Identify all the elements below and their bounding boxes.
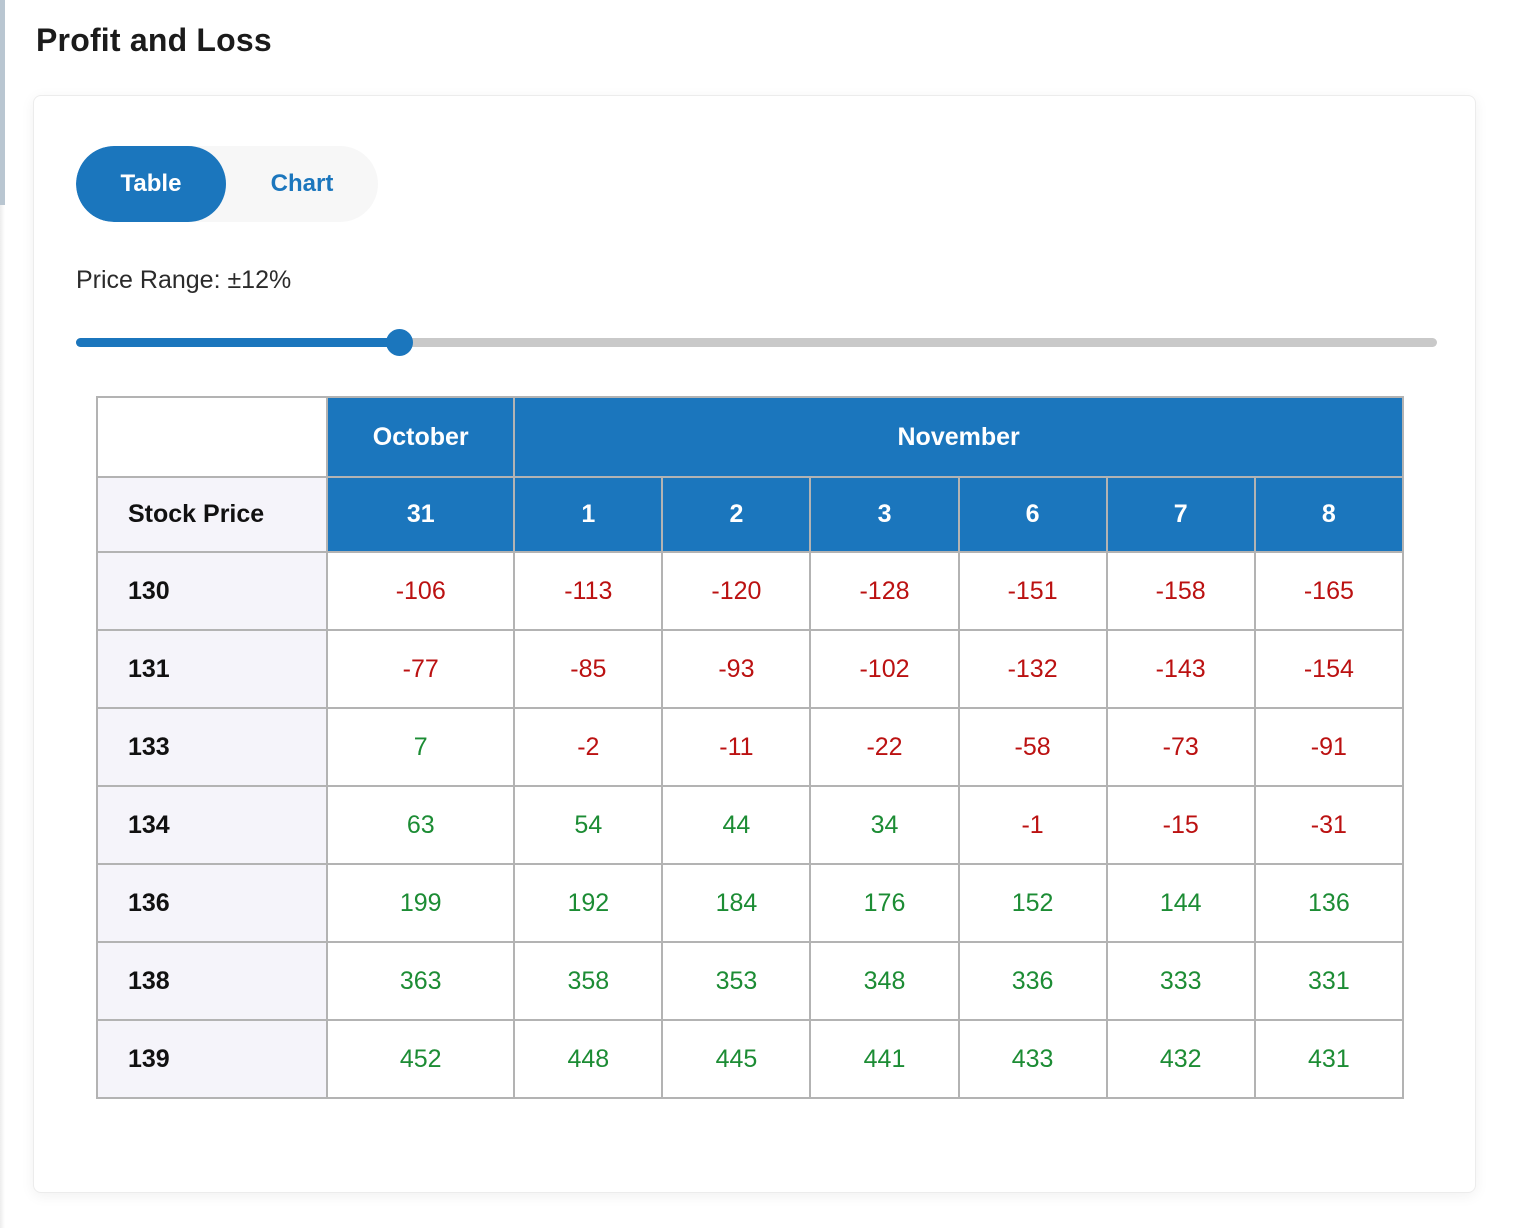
pnl-value-cell: -15 xyxy=(1105,785,1256,865)
pnl-value-cell: 358 xyxy=(513,941,664,1021)
pnl-value-cell: 331 xyxy=(1253,941,1405,1021)
date-header: 6 xyxy=(957,476,1108,553)
pnl-value-cell: -102 xyxy=(809,629,960,709)
pnl-value-cell: 199 xyxy=(326,863,516,943)
pnl-table: October November Stock Price 31 1 2 3 6 7 8 130 -10… xyxy=(95,396,1405,1099)
pnl-table-wrap: October November Stock Price 31 1 2 3 6 7 8 130 -10… xyxy=(95,396,1405,1099)
table-row: 131 -77 -85 -93 -102 -132 -143 -154 xyxy=(95,629,1405,709)
date-header: 31 xyxy=(326,476,516,553)
corner-cell xyxy=(95,396,329,478)
slider-thumb[interactable] xyxy=(385,329,413,356)
pnl-value-cell: 54 xyxy=(513,785,664,865)
pnl-value-cell: -22 xyxy=(809,707,960,787)
date-header-row: Stock Price 31 1 2 3 6 7 8 xyxy=(95,476,1405,553)
pnl-value-cell: -132 xyxy=(957,629,1108,709)
pnl-value-cell: 152 xyxy=(957,863,1108,943)
pnl-value-cell: 441 xyxy=(809,1019,960,1099)
month-header-row: October November xyxy=(95,396,1404,478)
tab-table[interactable]: Table xyxy=(76,146,226,222)
pnl-value-cell: 432 xyxy=(1105,1019,1256,1099)
pnl-value-cell: -85 xyxy=(513,629,664,709)
price-range-label: Price Range: ±12% xyxy=(76,266,292,294)
tab-chart[interactable]: Chart xyxy=(226,146,378,222)
pnl-value-cell: -151 xyxy=(957,551,1108,631)
pnl-value-cell: -154 xyxy=(1253,629,1405,709)
table-row: 136 199 192 184 176 152 144 136 xyxy=(95,863,1405,943)
date-header: 3 xyxy=(809,476,960,553)
date-header: 7 xyxy=(1105,476,1256,553)
stock-price-cell: 134 xyxy=(95,785,329,865)
stock-price-cell: 130 xyxy=(95,551,329,631)
month-header-november: November xyxy=(513,396,1404,478)
pnl-value-cell: 363 xyxy=(326,941,516,1021)
pnl-value-cell: 176 xyxy=(809,863,960,943)
pnl-value-cell: -31 xyxy=(1253,785,1405,865)
pnl-value-cell: 63 xyxy=(326,785,516,865)
date-header: 1 xyxy=(513,476,664,553)
pnl-value-cell: 44 xyxy=(661,785,812,865)
pnl-value-cell: 348 xyxy=(809,941,960,1021)
pnl-value-cell: -158 xyxy=(1105,551,1256,631)
slider-track[interactable] xyxy=(76,329,1437,356)
pnl-value-cell: -1 xyxy=(957,785,1108,865)
slider-fill xyxy=(76,338,399,347)
pnl-value-cell: -106 xyxy=(326,551,516,631)
left-edge-strip xyxy=(0,0,5,205)
pnl-value-cell: 184 xyxy=(661,863,812,943)
pnl-value-cell: -58 xyxy=(957,707,1108,787)
pnl-value-cell: 336 xyxy=(957,941,1108,1021)
price-range-slider[interactable] xyxy=(76,328,1437,356)
row-header-label: Stock Price xyxy=(95,476,329,553)
table-row: 133 7 -2 -11 -22 -58 -73 -91 xyxy=(95,707,1405,787)
pnl-value-cell: -93 xyxy=(661,629,812,709)
stock-price-cell: 136 xyxy=(95,863,329,943)
pnl-value-cell: -73 xyxy=(1105,707,1256,787)
date-header: 8 xyxy=(1253,476,1405,553)
pnl-value-cell: -77 xyxy=(326,629,516,709)
table-row: 139 452 448 445 441 433 432 431 xyxy=(95,1019,1405,1099)
pnl-value-cell: 192 xyxy=(513,863,664,943)
pnl-value-cell: 448 xyxy=(513,1019,664,1099)
pnl-value-cell: -128 xyxy=(809,551,960,631)
pnl-value-cell: 144 xyxy=(1105,863,1256,943)
pnl-value-cell: 136 xyxy=(1253,863,1405,943)
stock-price-cell: 138 xyxy=(95,941,329,1021)
table-row: 134 63 54 44 34 -1 -15 -31 xyxy=(95,785,1405,865)
pnl-value-cell: -113 xyxy=(513,551,664,631)
date-header: 2 xyxy=(661,476,812,553)
stock-price-cell: 139 xyxy=(95,1019,329,1099)
stock-price-cell: 133 xyxy=(95,707,329,787)
pnl-value-cell: 431 xyxy=(1253,1019,1405,1099)
pnl-value-cell: -11 xyxy=(661,707,812,787)
left-edge-strip-lower xyxy=(0,205,5,1228)
pnl-value-cell: 34 xyxy=(809,785,960,865)
page-title: Profit and Loss xyxy=(36,22,272,58)
pnl-value-cell: 7 xyxy=(326,707,516,787)
table-row: 130 -106 -113 -120 -128 -151 -158 -165 xyxy=(95,551,1405,631)
pnl-value-cell: -91 xyxy=(1253,707,1405,787)
month-header-october: October xyxy=(326,396,516,478)
pnl-value-cell: 353 xyxy=(661,941,812,1021)
pnl-value-cell: -143 xyxy=(1105,629,1256,709)
pnl-value-cell: 452 xyxy=(326,1019,516,1099)
view-toggle: Table Chart xyxy=(76,146,378,222)
pnl-value-cell: 433 xyxy=(957,1019,1108,1099)
pnl-value-cell: 445 xyxy=(661,1019,812,1099)
pnl-value-cell: -120 xyxy=(661,551,812,631)
stock-price-cell: 131 xyxy=(95,629,329,709)
pnl-value-cell: -2 xyxy=(513,707,664,787)
table-row: 138 363 358 353 348 336 333 331 xyxy=(95,941,1405,1021)
pnl-value-cell: 333 xyxy=(1105,941,1256,1021)
profit-loss-card: Table Chart Price Range: ±12% October Nov… xyxy=(33,95,1476,1193)
pnl-value-cell: -165 xyxy=(1253,551,1405,631)
